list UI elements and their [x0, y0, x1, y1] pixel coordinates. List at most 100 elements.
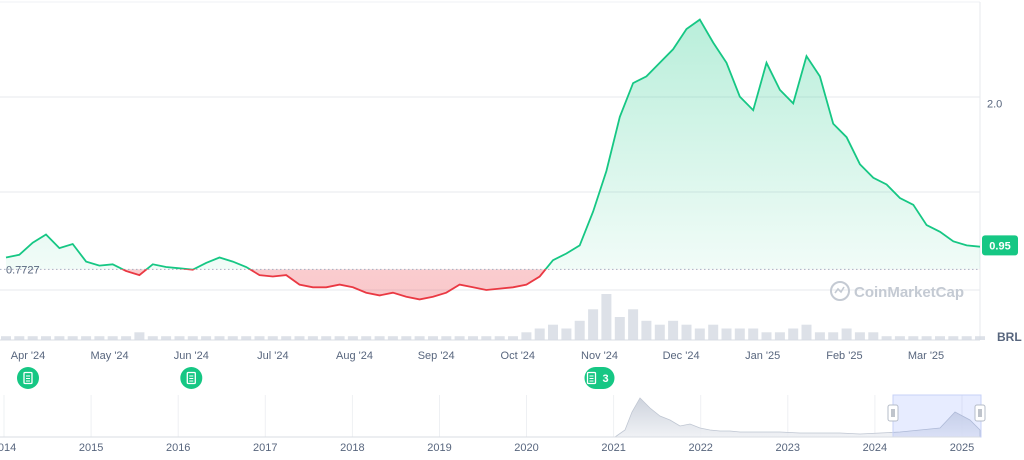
x-tick-label: Jan '25 — [745, 350, 780, 362]
x-tick-label: Apr '24 — [11, 350, 46, 362]
price-areas — [6, 19, 980, 300]
x-tick-label: Jul '24 — [257, 350, 288, 362]
volume-bar — [161, 336, 172, 340]
volume-bar — [628, 309, 639, 340]
volume-bar — [428, 336, 438, 340]
volume-bar — [401, 336, 412, 340]
current-price-label: 0.95 — [989, 240, 1010, 252]
volume-bar — [321, 336, 332, 340]
volume-bar — [841, 328, 852, 340]
volume-bar — [227, 336, 238, 340]
watermark-text: CoinMarketCap — [854, 284, 964, 301]
navigator-year-labels: 2014 2015 2016 2017 2018 2019 2020 2021 2022 2023… — [0, 442, 974, 454]
news-badge[interactable] — [180, 367, 203, 389]
volume-bar — [454, 336, 465, 340]
volume-bar — [174, 336, 185, 340]
volume-bar — [534, 328, 545, 340]
range-navigator[interactable]: 2014 2015 2016 2017 2018 2019 2020 2021 2022 2023… — [0, 394, 986, 454]
navigator-handle-right[interactable] — [974, 404, 986, 422]
volume-bar — [748, 328, 759, 340]
volume-bar — [267, 336, 278, 340]
volume-bar — [94, 336, 105, 340]
volume-bar — [307, 336, 318, 340]
volume-bar — [948, 336, 959, 340]
volume-bar — [441, 336, 452, 340]
volume-bar — [468, 336, 478, 340]
navigator-year-label: 2019 — [427, 442, 451, 454]
volume-bar — [975, 336, 985, 340]
navigator-year-label: 2023 — [776, 442, 800, 454]
volume-bar — [508, 336, 518, 340]
x-tick-label: Oct '24 — [501, 350, 536, 362]
navigator-year-label: 2021 — [601, 442, 625, 454]
volume-bar — [788, 328, 799, 340]
volume-bar — [121, 336, 132, 340]
news-count: 3 — [602, 373, 608, 385]
volume-bar — [147, 336, 158, 340]
volume-bar — [721, 328, 732, 340]
navigator-year-label: 2024 — [863, 442, 887, 454]
price-line-down — [120, 269, 547, 301]
x-tick-label: Aug '24 — [336, 350, 373, 362]
volume-bar — [681, 324, 692, 340]
coinmarketcap-watermark: CoinMarketCap — [830, 281, 964, 301]
volume-bar — [521, 332, 532, 340]
navigator-bg — [0, 395, 980, 437]
news-badge[interactable]: 3 — [584, 367, 615, 389]
navigator-year-label: 2022 — [688, 442, 712, 454]
current-price-badge-bg — [982, 235, 1018, 256]
area-below-baseline — [6, 269, 980, 300]
volume-bar — [588, 309, 599, 340]
volume-bar — [374, 336, 385, 340]
volume-bar — [614, 317, 625, 340]
navigator-year-label: 2025 — [950, 442, 974, 454]
volume-bar — [27, 336, 38, 340]
navigator-handle-left[interactable] — [887, 404, 899, 422]
right-handle-icon — [974, 404, 986, 422]
volume-bar — [828, 332, 839, 340]
x-tick-label: Mar '25 — [908, 350, 944, 362]
document-icon — [586, 371, 597, 385]
volume-bar — [294, 336, 305, 340]
volume-bar — [1, 336, 11, 340]
document-icon — [23, 371, 33, 385]
volume-bar — [187, 336, 198, 340]
volume-bar — [654, 324, 665, 340]
volume-bar — [881, 336, 892, 340]
volume-bar — [814, 332, 825, 340]
price-line-up — [5, 18, 980, 270]
y-tick-labels: 2.0 — [987, 98, 1002, 110]
volume-bar — [894, 336, 905, 340]
volume-bar — [734, 328, 745, 340]
navigator-year-label: 2017 — [253, 442, 277, 454]
volume-bar — [67, 336, 78, 340]
x-tick-label: May '24 — [91, 350, 129, 362]
navigator-year-label: 2018 — [340, 442, 364, 454]
y-tick-label: 2.0 — [987, 98, 1002, 110]
volume-bar — [281, 336, 292, 340]
volume-bars — [1, 294, 985, 340]
volume-bar — [961, 336, 972, 340]
news-annotations[interactable]: 3 — [17, 367, 615, 389]
x-tick-label: Nov '24 — [581, 350, 618, 362]
volume-bar — [641, 320, 652, 340]
navigator-year-label: 2015 — [79, 442, 103, 454]
volume-bar — [868, 332, 879, 340]
navigator-year-label: 2016 — [166, 442, 190, 454]
x-tick-label: Dec '24 — [663, 350, 700, 362]
volume-bar — [414, 336, 425, 340]
volume-bar — [54, 336, 65, 340]
volume-bar — [241, 336, 252, 340]
news-badge[interactable] — [17, 367, 39, 389]
volume-bar — [347, 336, 358, 340]
volume-bar — [41, 336, 51, 340]
volume-bar — [214, 336, 225, 340]
coinmarketcap-logo-icon — [830, 281, 850, 301]
volume-bar — [361, 336, 372, 340]
volume-bar — [668, 320, 679, 340]
navigator-selected-range — [892, 394, 982, 438]
volume-bar — [908, 336, 919, 340]
baseline-label: 0.7727 — [6, 264, 40, 276]
volume-bar — [334, 336, 345, 340]
